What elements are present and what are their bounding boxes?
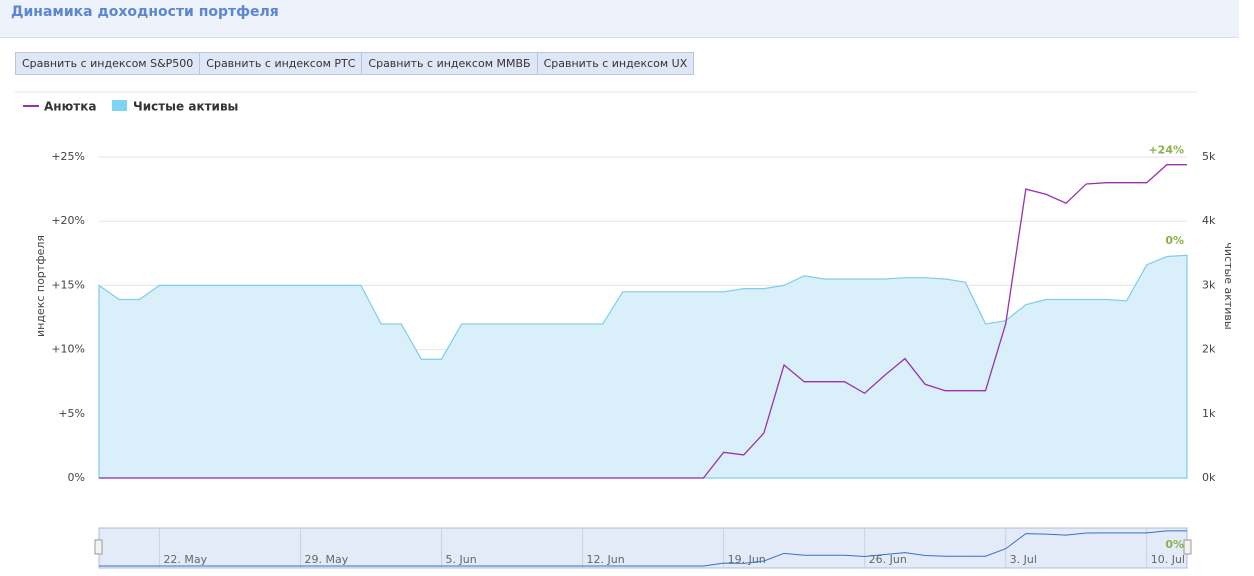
navigator-label: 12. Jun [587, 553, 625, 566]
y2-tick-label: 1k [1202, 407, 1216, 420]
legend-label[interactable]: Чистые активы [133, 100, 238, 114]
legend-label[interactable]: Анютка [44, 100, 96, 114]
y-tick-label: +5% [58, 407, 85, 420]
y-axis-title: индекс портфеля [34, 235, 47, 337]
y2-tick-label: 0k [1202, 471, 1216, 484]
y-tick-label: +10% [51, 343, 85, 356]
compare-button[interactable]: Сравнить с индексом UX [536, 52, 695, 75]
y2-tick-label: 3k [1202, 278, 1216, 291]
y-tick-label: +15% [51, 278, 85, 291]
compare-button[interactable]: Сравнить с индексом S&P500 [15, 52, 201, 75]
navigator-label: 3. Jul [1010, 553, 1037, 566]
line [99, 164, 1187, 479]
y-tick-label: +25% [51, 150, 85, 163]
y-tick-label: +20% [51, 214, 85, 227]
y2-tick-label: 5k [1202, 150, 1216, 163]
navigator-label: 19. Jun [728, 553, 766, 566]
y2-tick-label: 2k [1202, 343, 1216, 356]
title: Динамика доходности портфеля [11, 4, 279, 20]
compare-button[interactable]: Сравнить с индексом РТС [199, 52, 363, 75]
navigator-label: 26. Jun [869, 553, 907, 566]
navigator-end-label: 0% [1165, 538, 1184, 551]
navigator-label: 29. May [304, 553, 348, 566]
end-label: 0% [1165, 234, 1184, 247]
compare-button[interactable]: Сравнить с индексом ММВБ [361, 52, 538, 75]
y2-axis-title: чистые активы [1222, 242, 1235, 329]
navigator-handle[interactable] [1183, 539, 1192, 555]
button-bar: Сравнить с индексом S&P500 Сравнить с ин… [15, 52, 695, 75]
end-label: +24% [1148, 144, 1184, 157]
navigator-label: 5. Jun [446, 553, 477, 566]
area [98, 254, 1188, 479]
navigator-label: 10. Jul [1151, 553, 1185, 566]
header: Динамика доходности портфеля [0, 0, 1239, 38]
y-tick-label: 0% [68, 471, 85, 484]
navigator-line [99, 530, 1187, 567]
y2-tick-label: 4k [1202, 214, 1216, 227]
navigator-label: 22. May [163, 553, 207, 566]
legend-swatch[interactable] [112, 100, 127, 111]
navigator-handle[interactable] [94, 539, 103, 555]
